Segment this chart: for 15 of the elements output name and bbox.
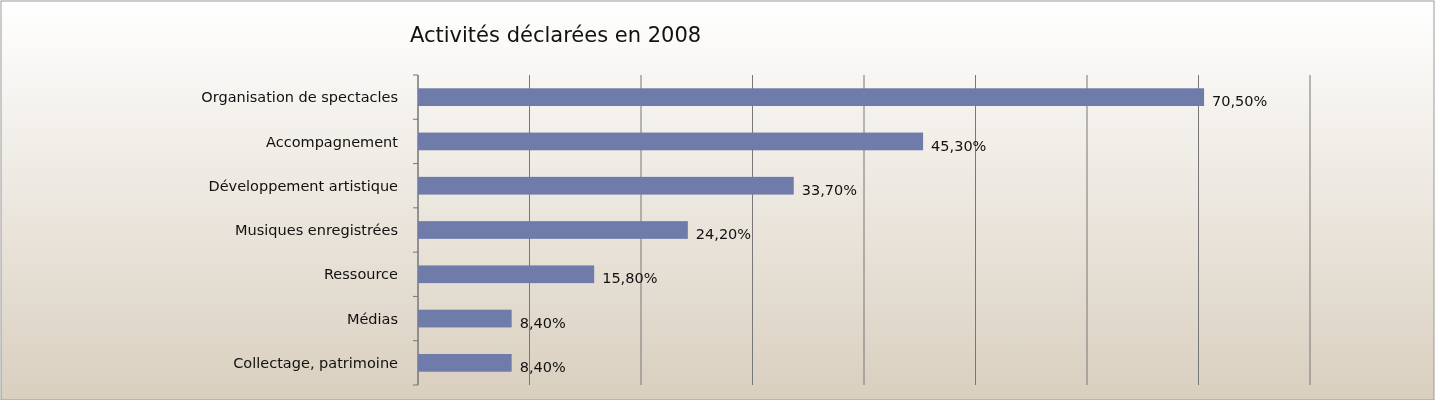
y-tick-label: Organisation de spectacles <box>201 89 398 106</box>
y-tick-label: Accompagnement <box>266 133 399 150</box>
data-label: 15,80% <box>602 270 658 287</box>
data-label: 8,40% <box>519 358 566 375</box>
data-label: 33,70% <box>801 181 858 198</box>
y-tick-label: Médias <box>346 310 398 327</box>
data-label: 24,20% <box>695 226 752 243</box>
y-tick-label: Collectage, patrimoine <box>233 354 399 371</box>
y-tick-label: Développement artistique <box>208 177 399 194</box>
data-label: 45,30% <box>931 137 987 154</box>
data-label: 8,40% <box>519 314 566 331</box>
chart-title: Activités déclarées en 2008 <box>410 23 702 47</box>
data-label: 70,50% <box>1212 93 1268 110</box>
y-tick-label: Musiques enregistrées <box>235 222 398 239</box>
y-tick-label: Ressource <box>323 266 399 283</box>
